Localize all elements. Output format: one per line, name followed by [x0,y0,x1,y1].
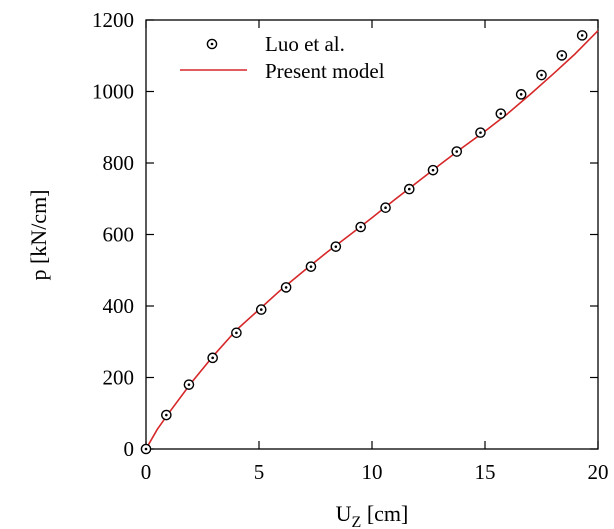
luo-data-point [141,444,150,453]
luo-data-point [306,262,315,271]
x-axis-label: UZ [cm] [336,501,409,529]
y-tick-label: 800 [103,151,135,175]
luo-point-dot [359,226,362,229]
luo-data-point [381,203,390,212]
luo-point-dot [235,332,238,335]
luo-point-dot [581,34,584,37]
luo-data-point [331,242,340,251]
luo-point-dot [335,245,338,248]
present-model-line [146,31,598,449]
luo-point-dot [455,150,458,153]
series-present-model [146,31,598,449]
luo-data-point [356,222,365,231]
y-tick-label: 600 [103,223,135,247]
series-luo-et-al [141,31,586,454]
luo-data-point [162,410,171,419]
x-tick-label: 0 [141,460,152,484]
luo-point-dot [500,112,503,115]
y-axis-label: p [kN/cm] [26,189,51,280]
luo-point-dot [384,206,387,209]
luo-data-point [557,51,566,60]
luo-data-point [405,184,414,193]
luo-data-point [232,328,241,337]
luo-data-point [428,166,437,175]
luo-point-dot [165,414,168,417]
x-axis-label-unit: [cm] [361,501,408,526]
luo-point-dot [432,169,435,172]
luo-data-point [452,147,461,156]
y-tick-label: 1000 [92,80,134,104]
axis-ticks [146,20,598,449]
luo-data-point [476,128,485,137]
luo-data-point [282,283,291,292]
legend: Luo et al. Present model [180,32,385,83]
luo-point-dot [145,448,148,451]
y-tick-label: 0 [124,437,135,461]
luo-data-point [537,70,546,79]
luo-point-dot [188,383,191,386]
luo-point-dot [211,357,214,360]
luo-point-dot [561,54,564,57]
legend-marker-luo-dot [211,43,214,46]
luo-point-dot [540,74,543,77]
x-tick-label: 5 [254,460,265,484]
luo-data-point [184,380,193,389]
luo-point-dot [479,131,482,134]
x-axis-label-main: U [336,501,352,526]
luo-data-point [208,353,217,362]
luo-point-dot [310,265,313,268]
y-tick-label: 400 [103,294,135,318]
luo-point-dot [260,308,263,311]
luo-point-dot [520,93,523,96]
x-tick-label: 20 [588,460,609,484]
plot-frame [146,20,598,449]
luo-data-point [257,305,266,314]
luo-point-dot [285,286,288,289]
y-tick-label: 200 [103,366,135,390]
luo-data-point [578,31,587,40]
y-tick-label: 1200 [92,8,134,32]
luo-point-dot [408,188,411,191]
legend-label-present: Present model [265,59,385,83]
x-tick-label: 10 [362,460,383,484]
legend-label-luo: Luo et al. [265,32,345,56]
luo-data-point [496,109,505,118]
x-axis-label-subscript: Z [352,514,362,529]
x-tick-label: 15 [475,460,496,484]
luo-data-point [517,90,526,99]
